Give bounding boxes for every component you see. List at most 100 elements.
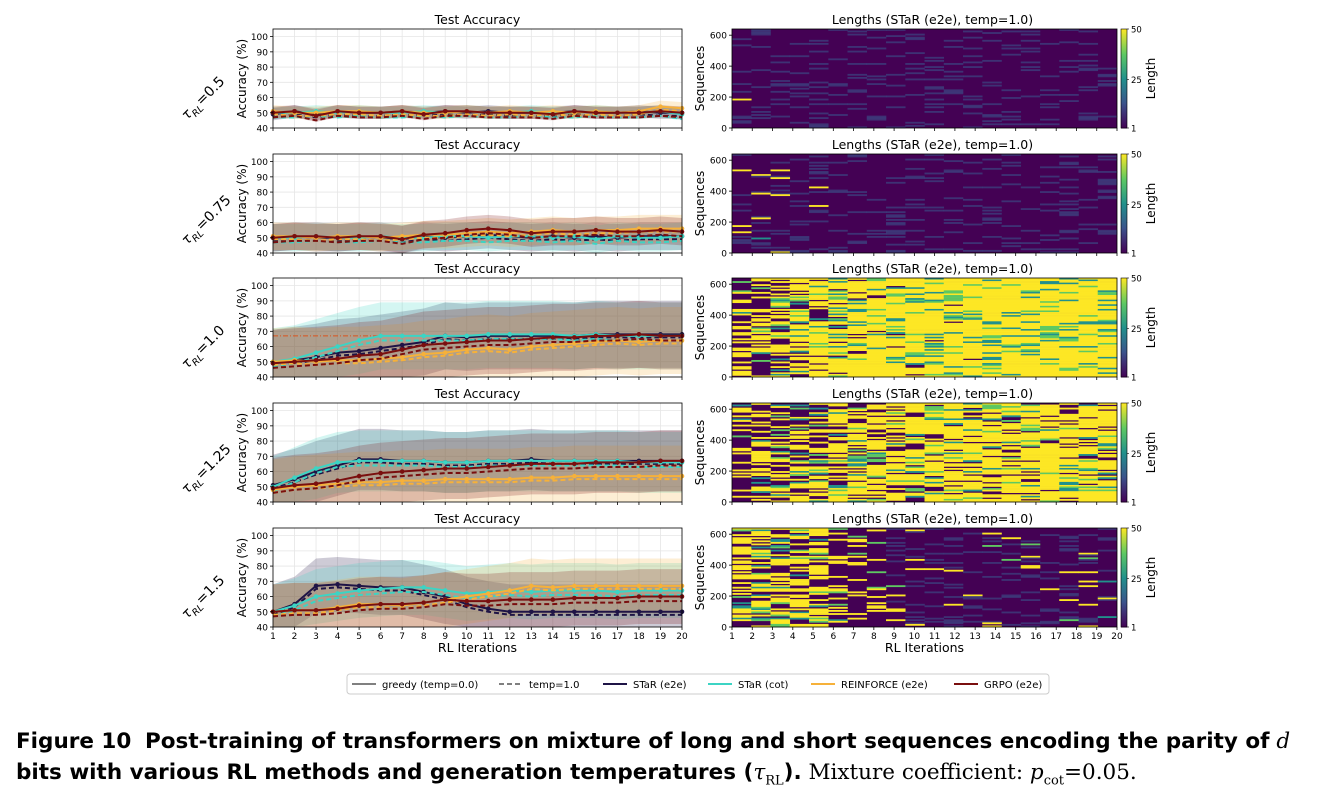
heatmap-cell: [809, 577, 829, 580]
heatmap-cell: [809, 449, 829, 452]
heatmap-cell: [828, 415, 848, 418]
heatmap-cell: [886, 336, 906, 339]
heatmap-cell: [1059, 93, 1079, 96]
heatmap-cell: [886, 35, 906, 38]
heatmap-cell: [924, 562, 945, 564]
heatmap-cell: [809, 332, 829, 334]
heatmap-cell: [866, 369, 887, 372]
heatmap-cell: [809, 608, 829, 611]
heatmap-cell: [924, 421, 945, 424]
heatmap-cell: [1078, 498, 1099, 501]
heatmap-cell: [770, 528, 791, 530]
heatmap-cell: [847, 321, 868, 324]
heatmap-cell: [828, 310, 848, 313]
colorbar-frame: [1120, 153, 1128, 254]
heatmap-cell: [905, 370, 925, 373]
x-tick-label: 12: [504, 632, 515, 642]
legend-item: REINFORCE (e2e): [811, 680, 928, 691]
heatmap-cell: [809, 318, 829, 321]
heatmap-cell: [1040, 293, 1060, 296]
heatmap-cell: [1020, 293, 1041, 296]
heatmap-cell: [982, 454, 1002, 456]
heatmap-cell: [789, 416, 810, 419]
heatmap-cell: [809, 375, 829, 378]
heatmap-cell: [905, 353, 925, 356]
data-point: [572, 609, 577, 615]
heatmap-cell: [1040, 295, 1060, 297]
heatmap-cell: [886, 278, 906, 280]
heatmap-cell: [943, 481, 964, 484]
heatmap-cell: [943, 566, 964, 569]
heatmap-cell: [1097, 432, 1118, 435]
heatmap-cell: [924, 288, 945, 291]
heatmap-cell: [789, 106, 810, 109]
heatmap-cell: [789, 205, 810, 207]
heatmap-cell: [770, 302, 791, 305]
heatmap-cell: [924, 427, 945, 430]
heatmap-cell: [1001, 341, 1022, 344]
heatmap-cell: [828, 312, 848, 314]
heatmap-cell: [1020, 441, 1041, 444]
heatmap-cell: [1040, 477, 1060, 480]
colorbar-frame: [1120, 28, 1128, 129]
heatmap-cell: [847, 356, 868, 359]
heatmap-cell: [828, 438, 848, 441]
heatmap-cell: [1001, 285, 1022, 288]
heatmap-cell: [789, 237, 810, 240]
heatmap-cell: [1020, 415, 1041, 418]
heatmap-cell: [1097, 330, 1118, 333]
data-point: [464, 476, 470, 482]
heatmap-cell: [982, 281, 1002, 283]
heatmap-cell: [905, 454, 925, 456]
heatmap-cell: [866, 319, 887, 322]
heatmap-cell: [943, 197, 964, 200]
caption-p-var: p: [1029, 760, 1044, 785]
heatmap-cell: [1020, 324, 1041, 327]
heatmap-cell: [751, 415, 771, 418]
heatmap-cell: [943, 75, 964, 78]
heatmap-cell: [1097, 483, 1118, 486]
colorbar-segment: [1121, 278, 1127, 304]
heatmap-cell: [1040, 430, 1060, 433]
heatmap-cell: [809, 611, 829, 614]
heatmap-cell: [1097, 491, 1118, 494]
heatmap-cell: [770, 70, 791, 73]
heatmap-cell: [924, 307, 945, 310]
heatmap-cell: [905, 463, 925, 466]
heatmap-cell: [886, 458, 906, 461]
y-tick-label: 100: [251, 282, 268, 292]
heatmap-cell: [1097, 418, 1118, 421]
heatmap-cell: [1078, 89, 1099, 92]
heatmap-cell: [1097, 446, 1118, 449]
heatmap-cell: [1097, 599, 1118, 602]
heatmap-cell: [905, 421, 925, 424]
heatmap-cell: [1097, 497, 1118, 500]
heatmap-cell: [770, 249, 791, 252]
heatmap-cell: [1040, 234, 1060, 237]
heatmap-cell: [770, 585, 791, 588]
heatmap-cell: [751, 605, 771, 608]
heatmap-cell: [1040, 622, 1060, 625]
heatmap-cell: [1020, 350, 1041, 353]
heatmap-cell: [732, 98, 752, 101]
heatmap-cell: [770, 322, 791, 325]
heatmap-cell: [828, 603, 848, 606]
heatmap-cell: [866, 427, 887, 430]
heatmap-cell: [905, 121, 925, 124]
data-point: [335, 591, 340, 596]
heatmap-cell: [982, 84, 1002, 87]
heatmap-cell: [905, 450, 925, 453]
colorbar-segment: [1121, 528, 1127, 554]
heatmap-cell: [1020, 332, 1041, 334]
heatmap-cell: [963, 55, 983, 58]
data-point: [593, 236, 599, 242]
heatmap-cell: [905, 558, 925, 561]
heatmap-cell: [963, 349, 983, 352]
heatmap-cell: [866, 474, 887, 477]
heatmap-cell: [905, 616, 925, 619]
heatmap-cell: [943, 538, 964, 541]
heatmap-cell: [1001, 457, 1022, 459]
heatmap-cell: [789, 492, 810, 495]
heatmap-cell: [828, 410, 848, 413]
series-line: [272, 459, 682, 488]
